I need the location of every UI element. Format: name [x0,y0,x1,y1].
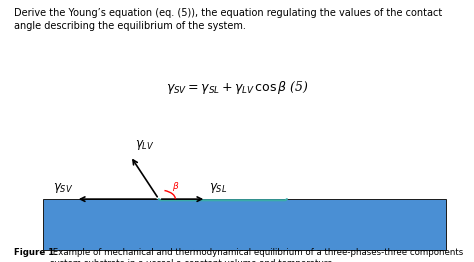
Text: Example of mechanical and thermodynamical equilibrium of a three-phases-three co: Example of mechanical and thermodynamica… [50,248,463,262]
Text: $\mathit{\gamma}_{SL}$: $\mathit{\gamma}_{SL}$ [209,181,227,195]
Text: $\mathit{\gamma}_{SV}$: $\mathit{\gamma}_{SV}$ [53,181,73,195]
Text: $\beta$: $\beta$ [172,180,180,193]
Bar [43,199,446,250]
Text: $\mathit{\gamma}_{LV}$: $\mathit{\gamma}_{LV}$ [135,138,155,152]
Text: Figure 1.: Figure 1. [14,248,58,256]
Text: $\mathit{\gamma}_{SV} = \mathit{\gamma}_{SL} + \mathit{\gamma}_{LV}\,\cos\beta$ : $\mathit{\gamma}_{SV} = \mathit{\gamma}_… [165,79,309,96]
Text: Derive the Young’s equation (eq. (5)), the equation regulating the values of the: Derive the Young’s equation (eq. (5)), t… [14,8,442,31]
